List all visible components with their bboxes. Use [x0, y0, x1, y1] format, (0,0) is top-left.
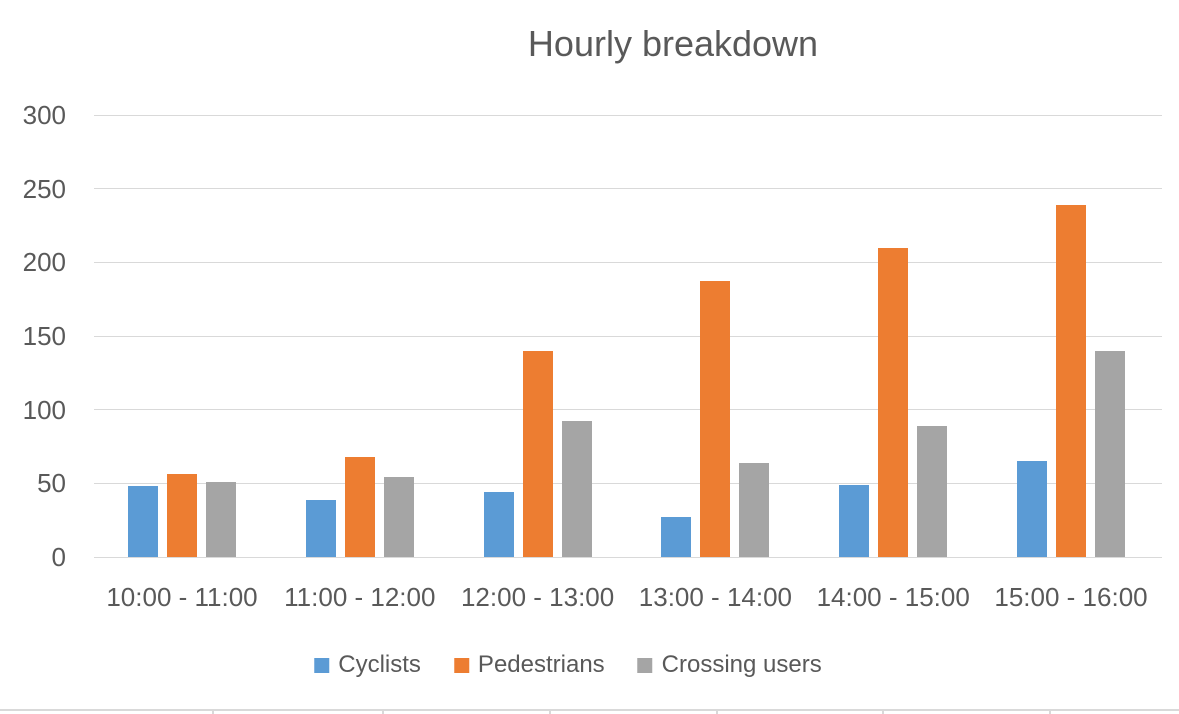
y-axis-tick-label-150: 150	[22, 321, 66, 351]
bar-cyclists-4[interactable]	[839, 484, 870, 557]
bar-crossing-users-5[interactable]	[1095, 350, 1125, 557]
legend-label-cyclists: Cyclists	[338, 651, 421, 678]
legend-label-pedestrians: Pedestrians	[477, 651, 605, 678]
legend: Cyclists Pedestrians Crossing users	[314, 651, 822, 679]
gridline-200	[94, 261, 1162, 263]
gridline-150	[94, 335, 1162, 337]
bar-crossing-users-3[interactable]	[739, 462, 770, 557]
legend-item-pedestrians[interactable]: Pedestrians	[453, 651, 605, 679]
x-axis-label-12-00-13-00: 12:00 - 13:00	[460, 582, 615, 612]
gridline-300	[94, 114, 1162, 116]
y-axis-tick-label-250: 250	[22, 173, 66, 204]
worksheet-column-border-5	[1049, 711, 1051, 714]
bar-cyclists-3[interactable]	[661, 517, 692, 557]
x-axis-label-11-00-12-00: 11:00 - 12:00	[284, 582, 436, 612]
legend-item-crossing-users[interactable]: Crossing users	[637, 651, 822, 679]
worksheet-column-border-3	[716, 711, 718, 714]
worksheet-column-border-4	[882, 711, 884, 714]
worksheet-column-border-0	[212, 711, 214, 714]
bar-cyclists-2[interactable]	[483, 492, 514, 557]
gridline-0	[94, 556, 1162, 558]
gridline-50	[94, 482, 1162, 484]
legend-label-crossing-users: Crossing users	[661, 651, 822, 678]
bar-crossing-users-1[interactable]	[383, 477, 414, 557]
y-axis-tick-label-50: 50	[37, 468, 66, 499]
y-axis-tick-label-0: 0	[51, 542, 66, 572]
worksheet-row-border	[0, 709, 1179, 711]
bar-pedestrians-3[interactable]	[700, 281, 731, 557]
bar-cyclists-1[interactable]	[305, 499, 336, 557]
legend-swatch-crossing-users	[637, 657, 653, 673]
legend-swatch-cyclists	[314, 657, 330, 673]
legend-item-cyclists[interactable]: Cyclists	[314, 651, 421, 679]
x-axis-label-15-00-16-00: 15:00 - 16:00	[994, 582, 1148, 612]
chart-title[interactable]: Hourly breakdown	[527, 23, 819, 64]
bar-cyclists-0[interactable]	[128, 486, 158, 557]
x-axis-label-14-00-15-00: 14:00 - 15:00	[816, 582, 970, 612]
worksheet-column-border-1	[382, 711, 384, 714]
x-axis-label-10-00-11-00: 10:00 - 11:00	[106, 582, 258, 612]
bar-crossing-users-4[interactable]	[917, 425, 948, 557]
gridline-100	[94, 409, 1162, 411]
bar-cyclists-5[interactable]	[1017, 461, 1047, 557]
gridline-250	[94, 188, 1162, 190]
bar-crossing-users-2[interactable]	[561, 421, 592, 557]
bar-pedestrians-1[interactable]	[344, 456, 375, 557]
worksheet-column-border-2	[549, 711, 551, 714]
bar-pedestrians-5[interactable]	[1056, 204, 1086, 557]
x-axis-label-13-00-14-00: 13:00 - 14:00	[638, 582, 793, 612]
y-axis-tick-label-100: 100	[22, 394, 66, 425]
y-axis-tick-label-300: 300	[22, 100, 66, 130]
legend-swatch-pedestrians	[453, 657, 469, 673]
bar-pedestrians-0[interactable]	[167, 474, 197, 557]
y-axis-tick-label-200: 200	[22, 247, 66, 278]
bar-pedestrians-4[interactable]	[878, 247, 909, 557]
bar-pedestrians-2[interactable]	[522, 350, 553, 557]
bar-crossing-users-0[interactable]	[206, 481, 236, 557]
